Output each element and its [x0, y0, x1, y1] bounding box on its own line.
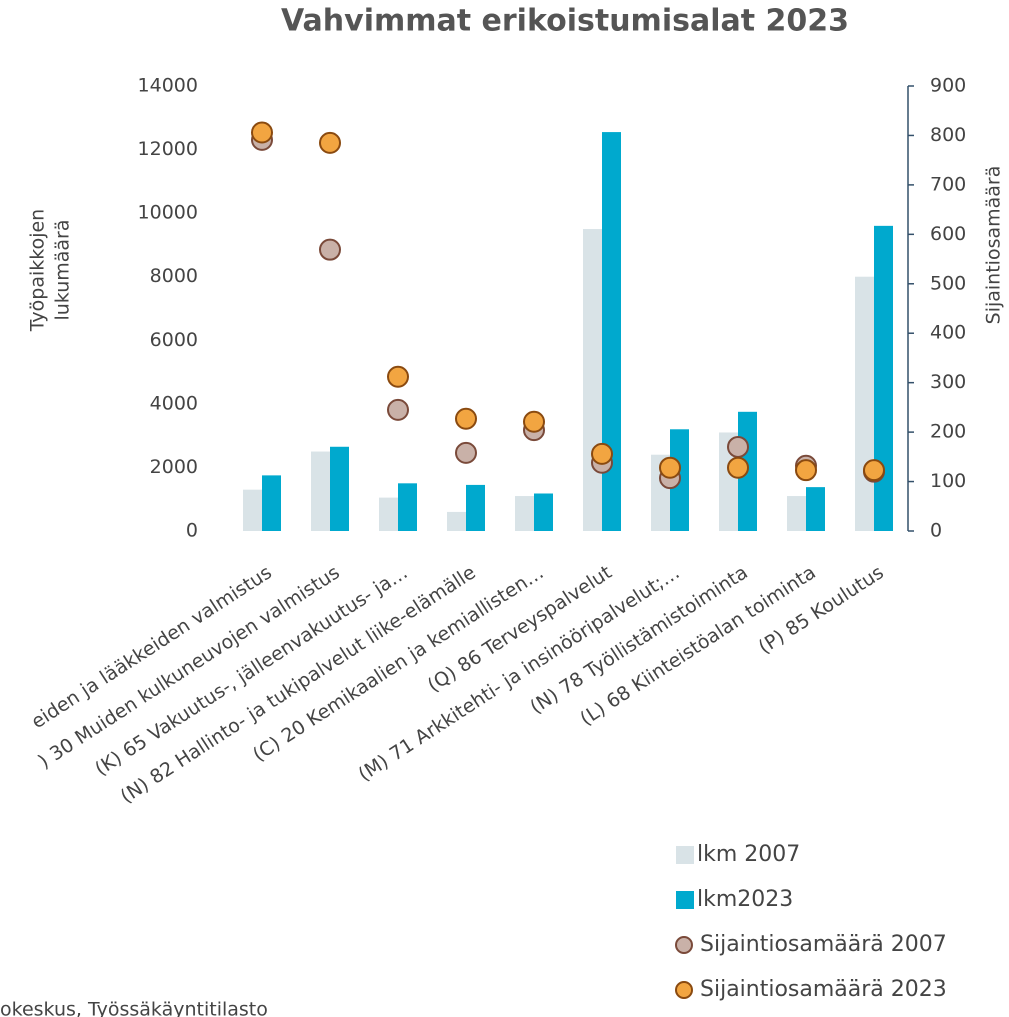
y-tick-label: 8000 [150, 265, 198, 287]
bar [583, 229, 602, 532]
y2-tick-label: 0 [930, 520, 942, 542]
legend-label: Sijaintiosamäärä 2023 [700, 977, 947, 1002]
y-axis-label: lukumäärä [52, 219, 74, 320]
bar [534, 493, 553, 531]
y-axis-label: Työpaikkojen [27, 209, 49, 332]
point [659, 456, 681, 479]
legend-swatch [676, 891, 694, 909]
y2-tick-label: 900 [930, 75, 966, 97]
bar [243, 489, 262, 531]
y-tick-label: 2000 [150, 456, 198, 478]
point [523, 410, 545, 433]
y-tick-label: 10000 [138, 202, 198, 224]
bar [806, 487, 825, 531]
point [387, 365, 409, 388]
point [319, 238, 341, 261]
bar [311, 451, 330, 531]
point [795, 459, 817, 482]
point [387, 398, 409, 421]
legend-swatch [675, 936, 693, 954]
x-tick-label: (P) 85 Koulutus [755, 561, 888, 658]
y2-tick-label: 400 [930, 322, 966, 344]
bar [602, 132, 621, 531]
point [863, 459, 885, 482]
y2-tick-label: 700 [930, 173, 966, 195]
y2-tick-label: 300 [930, 371, 966, 393]
bar [379, 497, 398, 531]
bar [330, 446, 349, 531]
bar [855, 276, 874, 531]
point [251, 121, 273, 144]
point [727, 435, 749, 458]
bar [719, 432, 738, 531]
point [319, 131, 341, 154]
y-tick-label: 0 [186, 520, 198, 542]
point [455, 441, 477, 464]
legend-label: Sijaintiosamäärä 2007 [700, 932, 947, 957]
y2-tick-label: 200 [930, 421, 966, 443]
bar [874, 225, 893, 531]
y2-tick-label: 600 [930, 223, 966, 245]
chart-title: Vahvimmat erikoistumisalat 2023 [281, 4, 849, 39]
y-tick-label: 12000 [138, 138, 198, 160]
y2-tick-label: 800 [930, 124, 966, 146]
y-tick-label: 4000 [150, 392, 198, 414]
legend-swatch [675, 981, 693, 999]
y-tick-label: 6000 [150, 329, 198, 351]
bar [398, 483, 417, 531]
y2-tick-label: 500 [930, 272, 966, 294]
point [455, 407, 477, 430]
y-tick-label: 14000 [138, 75, 198, 97]
y2-axis-label: Sijaintiosamäärä [983, 166, 1005, 325]
point [727, 456, 749, 479]
bar [447, 511, 466, 531]
legend-swatch [676, 846, 694, 864]
bar [262, 475, 281, 531]
y2-tick-label: 100 [930, 470, 966, 492]
point [591, 442, 613, 465]
source: okeskus, Työssäkäyntitilasto [0, 999, 268, 1017]
bar [515, 496, 534, 531]
bar [787, 496, 806, 531]
legend-label: lkm 2007 [697, 842, 800, 867]
bar [466, 484, 485, 531]
legend-label: lkm2023 [697, 887, 793, 912]
